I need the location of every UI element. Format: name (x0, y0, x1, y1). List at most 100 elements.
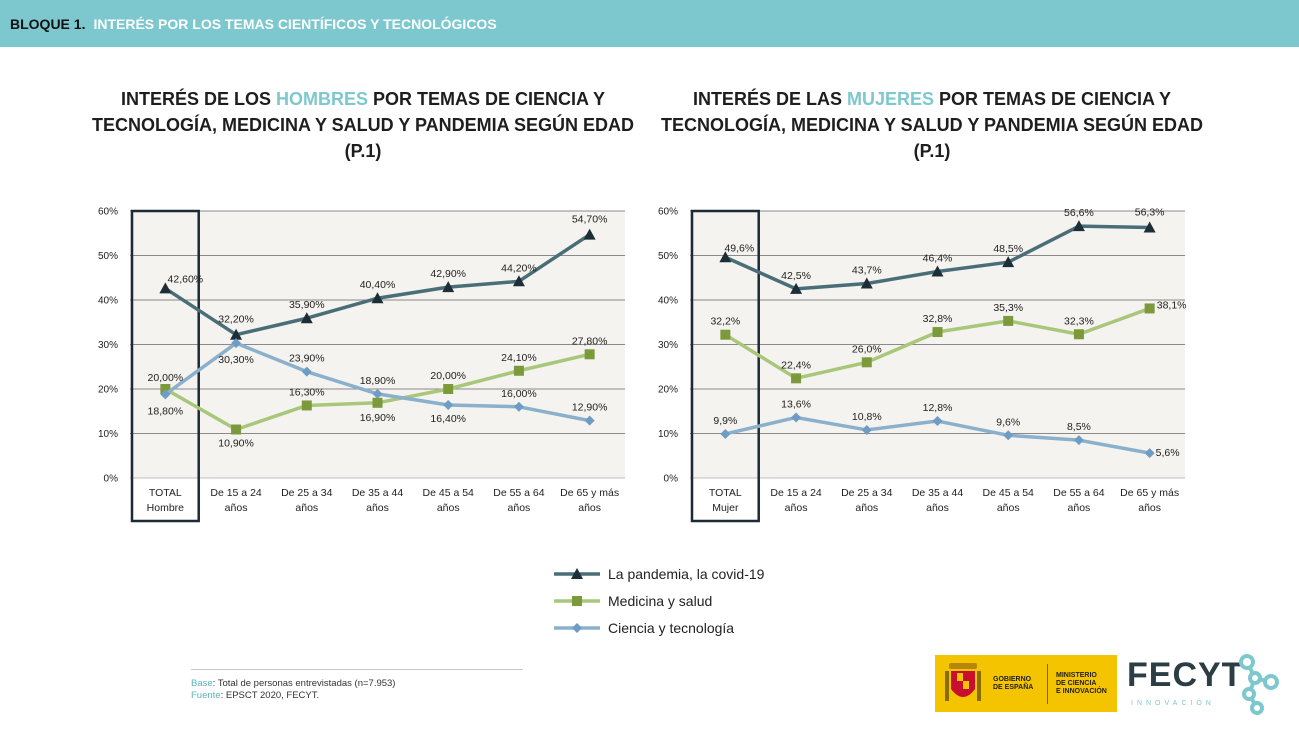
data-label: 10,8% (852, 411, 882, 423)
data-point (160, 384, 171, 394)
y-tick-label: 30% (658, 340, 678, 351)
y-tick-label: 30% (98, 340, 118, 351)
data-label: 22,4% (781, 359, 811, 371)
data-label: 5,6% (1156, 447, 1180, 459)
data-label: 12,8% (923, 402, 953, 414)
base-label: Base (191, 678, 213, 689)
data-point (372, 397, 383, 408)
data-label: 35,3% (993, 302, 1023, 314)
data-label: 8,5% (1067, 421, 1091, 433)
data-point (159, 282, 172, 294)
data-point (860, 277, 873, 289)
fuente-line: Fuente: EPSCT 2020, FECYT. (191, 690, 523, 702)
data-point (301, 366, 312, 377)
x-tick-label: años (785, 502, 808, 514)
x-tick-label: años (437, 502, 460, 514)
data-point (931, 265, 944, 277)
legend-marker (572, 595, 582, 606)
x-tick-label: años (225, 502, 248, 514)
data-label: 27,80% (572, 335, 608, 347)
data-point (1144, 448, 1155, 459)
logo-divider (1047, 663, 1048, 704)
x-tick-label: De 35 a 44 (352, 487, 404, 499)
fecyt-name: FECYT (1127, 656, 1244, 694)
data-point (442, 281, 455, 293)
data-point (584, 415, 595, 426)
y-tick-label: 10% (98, 429, 118, 440)
x-tick-label: De 65 y más (1120, 487, 1179, 499)
data-point (371, 292, 384, 304)
legend-swatch (554, 567, 600, 579)
data-point (720, 329, 731, 340)
gobierno-espana-logo: GOBIERNO DE ESPAÑA MINISTERIO DE CIENCIA… (935, 655, 1117, 712)
data-label: 56,6% (1064, 207, 1094, 219)
y-tick-label: 60% (658, 207, 678, 218)
title-highlight: HOMBRES (275, 89, 368, 109)
legend-item-medicina: Medicina y salud (552, 587, 812, 614)
x-tick-label: De 45 a 54 (423, 487, 475, 499)
series-medicina (160, 349, 595, 435)
x-tick-label: De 25 a 34 (281, 487, 333, 499)
y-tick-label: 20% (98, 385, 118, 396)
data-point (583, 228, 596, 240)
data-point (791, 373, 802, 384)
y-tick-label: 10% (658, 429, 678, 440)
data-label: 48,5% (993, 243, 1023, 255)
data-label: 24,10% (501, 352, 537, 364)
legend-swatch (554, 622, 600, 633)
base-text: : Total de personas entrevistadas (n=7.9… (212, 678, 396, 689)
x-tick-label: De 35 a 44 (912, 487, 964, 499)
data-point (230, 328, 243, 340)
data-point (932, 327, 943, 338)
x-tick-label: Mujer (712, 502, 739, 514)
data-point (513, 365, 524, 376)
series-pandemia (719, 220, 1156, 294)
data-point (300, 312, 313, 324)
data-label: 56,3% (1135, 206, 1165, 218)
gobierno-text: GOBIERNO DE ESPAÑA (993, 676, 1039, 692)
series-pandemia (159, 228, 596, 340)
series-ciencia (160, 338, 595, 426)
y-tick-label: 60% (98, 207, 118, 218)
x-tick-label: años (508, 502, 531, 514)
data-label: 35,90% (289, 299, 325, 311)
chart-women: 0% 10% 20% 30% 40% 50% 60% TOTAL Mujer De 15 a 24… (658, 206, 1187, 523)
data-point (1143, 221, 1156, 233)
data-point (372, 388, 383, 399)
header-bar: BLOQUE 1. INTERÉS POR LOS TEMAS CIENTÍFI… (0, 0, 1299, 47)
data-point (720, 428, 731, 439)
data-point (231, 424, 242, 435)
data-label: 16,90% (360, 412, 396, 424)
gobierno-line: GOBIERNO (993, 675, 1032, 683)
data-label: 9,9% (713, 415, 737, 427)
series-medicina (720, 303, 1155, 384)
data-point (160, 389, 171, 400)
data-label: 10,90% (218, 437, 254, 449)
x-tick-label: TOTAL (709, 487, 742, 499)
fuente-text: : EPSCT 2020, FECYT. (220, 690, 320, 701)
data-label: 16,30% (289, 386, 325, 398)
data-point (1003, 315, 1014, 326)
y-tick-label: 0% (664, 474, 679, 485)
data-point (791, 412, 802, 423)
data-point (790, 282, 803, 294)
x-tick-label: De 25 a 34 (841, 487, 893, 499)
y-tick-label: 0% (104, 474, 119, 485)
data-point (1002, 256, 1015, 268)
x-tick-label: años (926, 502, 949, 514)
data-point (512, 275, 525, 287)
x-tick-label: De 55 a 64 (1053, 487, 1105, 499)
data-label: 13,6% (781, 398, 811, 410)
data-label: 32,3% (1064, 315, 1094, 327)
data-label: 18,80% (148, 405, 184, 417)
data-label: 42,90% (430, 268, 466, 280)
data-label: 46,4% (923, 253, 953, 265)
data-label: 32,8% (923, 313, 953, 325)
data-label: 32,20% (218, 314, 254, 326)
fecyt-logo: FECYT INNOVACIÓN (1127, 652, 1287, 718)
title-post: POR TEMAS DE CIENCIA Y TECNOLOGÍA, MEDIC… (91, 89, 635, 161)
x-tick-label: años (578, 502, 601, 514)
data-label: 20,00% (148, 372, 184, 384)
data-label: 40,40% (360, 279, 396, 291)
y-tick-label: 40% (658, 296, 678, 307)
